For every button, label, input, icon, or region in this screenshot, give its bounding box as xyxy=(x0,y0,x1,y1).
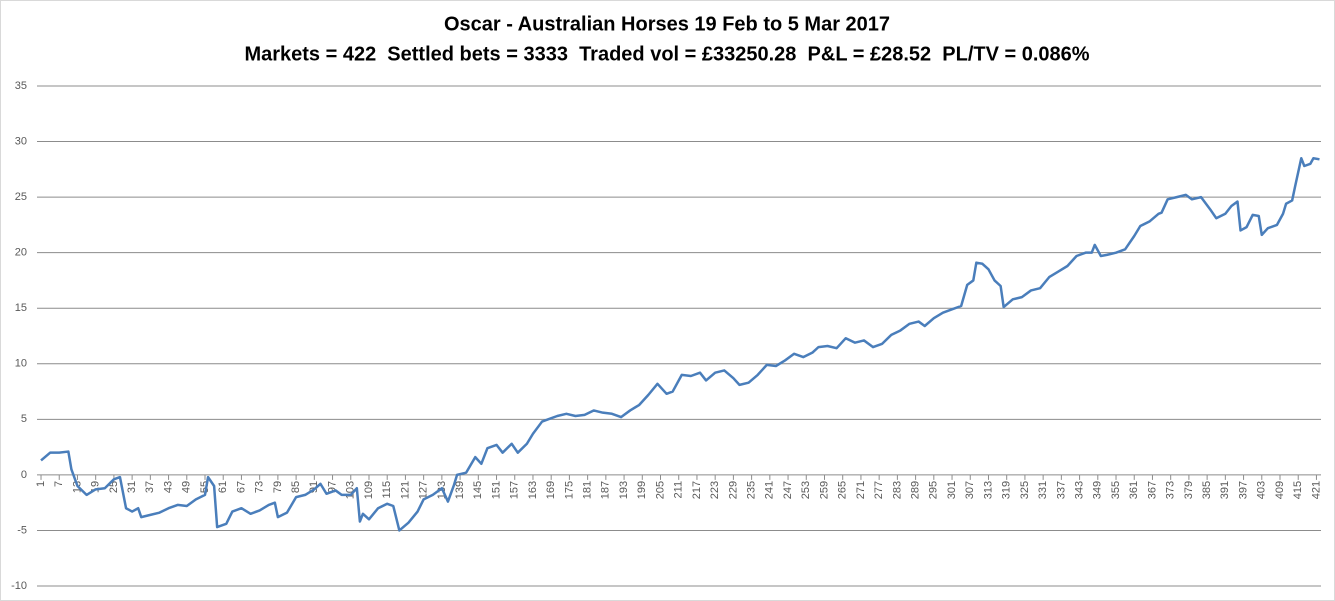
x-tick-label: 403 xyxy=(1256,481,1268,499)
y-tick-label: 30 xyxy=(15,135,27,147)
x-tick-label: 163 xyxy=(527,481,539,499)
x-tick-label: 121 xyxy=(399,481,411,499)
x-tick-label: 7 xyxy=(53,481,65,487)
x-tick-label: 229 xyxy=(727,481,739,499)
x-tick-label: 397 xyxy=(1237,481,1249,499)
x-tick-label: 223 xyxy=(709,481,721,499)
x-tick-label: 361 xyxy=(1128,481,1140,499)
x-tick-label: 241 xyxy=(764,481,776,499)
x-tick-label: 313 xyxy=(982,481,994,499)
x-tick-label: 199 xyxy=(636,481,648,499)
x-tick-label: 331 xyxy=(1037,481,1049,499)
y-tick-label: 35 xyxy=(15,80,27,92)
x-tick-label: 421 xyxy=(1310,481,1322,499)
y-tick-label: 5 xyxy=(21,413,27,425)
y-tick-label: -10 xyxy=(11,580,27,592)
x-tick-label: 115 xyxy=(381,481,393,499)
y-tick-label: 20 xyxy=(15,247,27,259)
x-tick-label: 355 xyxy=(1110,481,1122,499)
x-tick-label: 127 xyxy=(418,481,430,499)
x-tick-label: 151 xyxy=(490,481,502,499)
x-tick-label: 193 xyxy=(618,481,630,499)
x-tick-label: 379 xyxy=(1183,481,1195,499)
x-tick-label: 415 xyxy=(1292,481,1304,499)
y-tick-label: 10 xyxy=(15,358,27,370)
chart-title: Oscar - Australian Horses 19 Feb to 5 Ma… xyxy=(444,13,890,35)
x-tick-label: 217 xyxy=(691,481,703,499)
y-tick-label: 25 xyxy=(15,191,27,203)
x-tick-label: 391 xyxy=(1219,481,1231,499)
x-tick-label: 49 xyxy=(181,481,193,493)
x-tick-label: 253 xyxy=(800,481,812,499)
x-tick-label: 265 xyxy=(837,481,849,499)
x-tick-label: 319 xyxy=(1001,481,1013,499)
x-tick-label: 307 xyxy=(964,481,976,499)
x-tick-label: 37 xyxy=(144,481,156,493)
y-tick-label: 0 xyxy=(21,469,27,481)
x-tick-label: 79 xyxy=(272,481,284,493)
x-tick-label: 373 xyxy=(1165,481,1177,499)
x-tick-label: 259 xyxy=(818,481,830,499)
x-tick-label: 235 xyxy=(746,481,758,499)
chart-subtitle: Markets = 422 Settled bets = 3333 Traded… xyxy=(244,43,1089,65)
x-tick-label: 301 xyxy=(946,481,958,499)
x-tick-label: 61 xyxy=(217,481,229,493)
x-tick-label: 271 xyxy=(855,481,867,499)
x-tick-label: 283 xyxy=(891,481,903,499)
x-tick-label: 325 xyxy=(1019,481,1031,499)
data-line xyxy=(40,156,1320,532)
x-tick-label: 1 xyxy=(35,481,47,487)
x-tick-label: 187 xyxy=(600,481,612,499)
x-tick-label: 139 xyxy=(454,481,466,499)
x-tick-label: 67 xyxy=(235,481,247,493)
x-tick-label: 385 xyxy=(1201,481,1213,499)
x-tick-label: 277 xyxy=(873,481,885,499)
y-tick-label: 15 xyxy=(15,302,27,314)
x-tick-label: 337 xyxy=(1055,481,1067,499)
x-tick-label: 31 xyxy=(126,481,138,493)
x-tick-label: 73 xyxy=(254,481,266,493)
y-tick-label: -5 xyxy=(17,524,27,536)
x-tick-label: 247 xyxy=(782,481,794,499)
x-tick-label: 289 xyxy=(910,481,922,499)
x-tick-label: 205 xyxy=(654,481,666,499)
x-tick-label: 145 xyxy=(472,481,484,499)
x-tick-label: 157 xyxy=(509,481,521,499)
x-tick-label: 295 xyxy=(928,481,940,499)
x-tick-label: 85 xyxy=(290,481,302,493)
x-tick-label: 169 xyxy=(545,481,557,499)
x-tick-label: 109 xyxy=(363,481,375,499)
x-tick-label: 349 xyxy=(1092,481,1104,499)
x-tick-label: 211 xyxy=(673,481,685,499)
x-tick-label: 181 xyxy=(582,481,594,499)
x-tick-label: 343 xyxy=(1073,481,1085,499)
x-tick-label: 409 xyxy=(1274,481,1286,499)
x-tick-label: 43 xyxy=(162,481,174,493)
x-tick-label: 367 xyxy=(1146,481,1158,499)
x-tick-label: 175 xyxy=(563,481,575,499)
